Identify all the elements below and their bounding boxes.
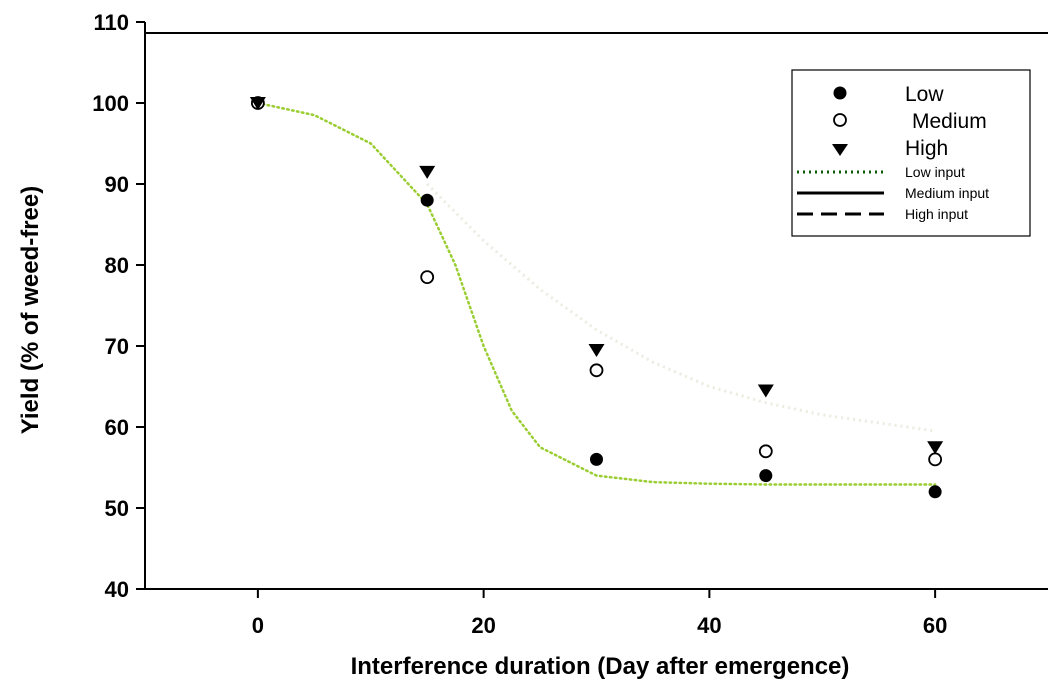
medium-point: [420, 270, 435, 285]
legend-medium-marker: [833, 113, 847, 127]
x-axis-title: Interference duration (Day after emergen…: [351, 653, 850, 680]
legend-high-label: High: [905, 137, 948, 160]
x-tick-label: 20: [471, 613, 495, 638]
y-tick-label: 100: [92, 91, 129, 116]
low-point: [928, 485, 942, 499]
medium-point: [758, 444, 773, 459]
low-point: [590, 452, 603, 466]
high-point: [757, 384, 774, 398]
y-axis-title: Yield (% of weed-free): [17, 186, 44, 434]
y-tick-label: 80: [105, 253, 129, 278]
y-tick-label: 50: [105, 496, 129, 521]
medium-point: [589, 363, 604, 378]
y-tick-label: 90: [105, 172, 129, 197]
x-tick-label: 40: [697, 613, 721, 638]
medium-point: [928, 452, 943, 467]
legend-low-label: Low: [905, 83, 944, 106]
legend-high-input-label: High input: [905, 206, 968, 222]
axes: 40 50 60 70 80 90 100 110 0 20 40 60: [92, 10, 1048, 638]
x-tick-label: 0: [252, 613, 264, 638]
legend-low-marker: [833, 86, 847, 100]
legend: Low Medium High Low input Medium input H…: [791, 69, 1031, 237]
x-tick-label: 60: [923, 613, 947, 638]
legend-high-marker: [832, 144, 848, 156]
high-point: [927, 441, 944, 455]
high-point: [419, 165, 436, 179]
y-tick-label: 110: [94, 10, 130, 35]
legend-medium-input-label: Medium input: [905, 185, 989, 201]
legend-medium-label: Medium: [912, 110, 987, 133]
data-marks: [249, 96, 944, 499]
y-tick-label: 60: [105, 415, 129, 440]
legend-low-input-label: Low input: [905, 164, 965, 180]
legend-box: [791, 69, 1031, 237]
low-point: [759, 469, 773, 483]
y-tick-label: 40: [105, 577, 129, 602]
faint-curve: [426, 182, 936, 433]
y-tick-label: 70: [105, 334, 129, 359]
high-point: [249, 97, 266, 110]
low-input-line: [256, 101, 937, 486]
low-point: [420, 193, 434, 207]
high-point: [588, 344, 605, 358]
